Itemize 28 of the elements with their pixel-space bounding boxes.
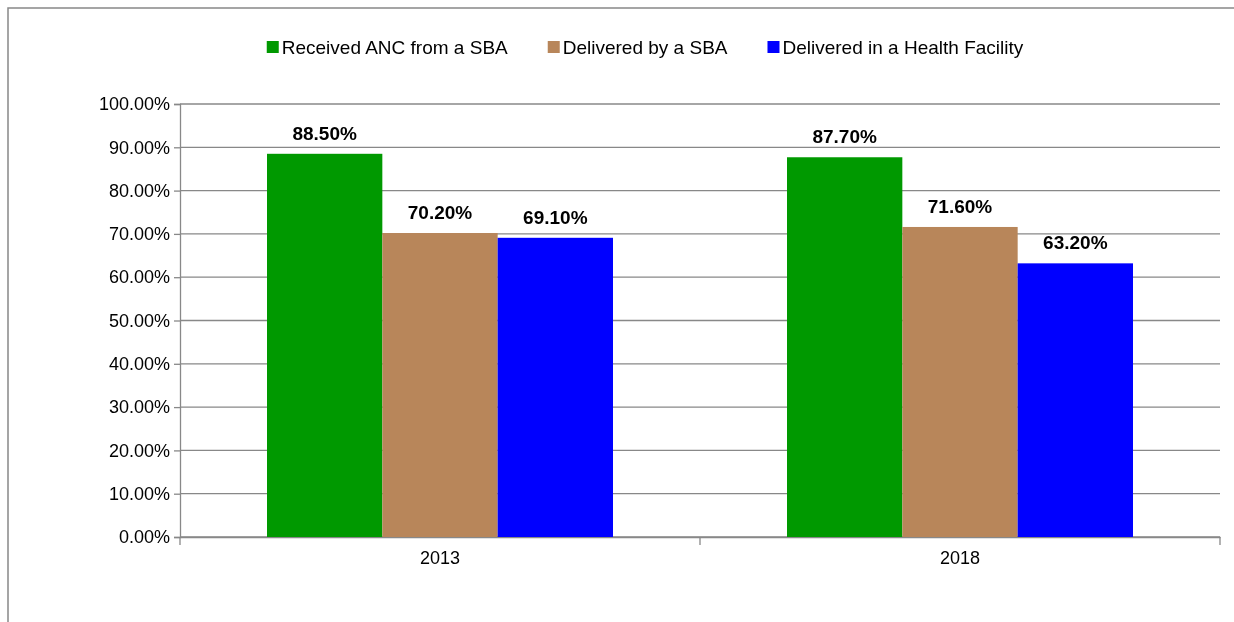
y-tick-label: 30.00% bbox=[108, 397, 170, 418]
data-label: 63.20% bbox=[1043, 232, 1108, 254]
y-tick-label: 20.00% bbox=[108, 440, 170, 461]
bar bbox=[787, 157, 903, 537]
y-tick-label: 0.00% bbox=[118, 527, 170, 548]
data-label: 87.70% bbox=[812, 126, 877, 148]
data-label: 88.50% bbox=[292, 122, 357, 144]
y-tick-label: 90.00% bbox=[108, 137, 170, 158]
data-label: 69.10% bbox=[523, 206, 588, 228]
y-tick-label: 40.00% bbox=[108, 354, 170, 375]
y-tick-label: 50.00% bbox=[108, 310, 170, 331]
data-label: 70.20% bbox=[407, 202, 473, 224]
bar bbox=[902, 226, 1018, 537]
bar bbox=[382, 233, 498, 537]
y-tick-label: 80.00% bbox=[108, 180, 170, 201]
bar bbox=[497, 237, 613, 537]
legend-label: Delivered by a SBA bbox=[562, 37, 728, 58]
legend-label: Received ANC from a SBA bbox=[281, 37, 509, 58]
legend-label: Delivered in a Health Facility bbox=[782, 37, 1024, 58]
y-tick-label: 100.00% bbox=[98, 94, 170, 115]
y-tick-label: 60.00% bbox=[108, 267, 170, 288]
y-tick-label: 70.00% bbox=[108, 224, 170, 245]
bar bbox=[267, 153, 383, 537]
y-tick-label: 10.00% bbox=[108, 483, 170, 504]
data-label: 71.60% bbox=[927, 195, 993, 217]
x-tick-label: 2018 bbox=[939, 547, 981, 568]
x-tick-label: 2013 bbox=[419, 547, 461, 568]
bar bbox=[1017, 263, 1133, 537]
